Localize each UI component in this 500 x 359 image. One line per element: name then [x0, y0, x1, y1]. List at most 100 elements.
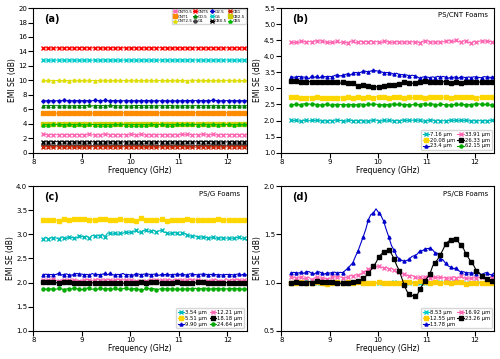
24.64 μm	[226, 286, 232, 291]
20.08 μm	[492, 95, 498, 99]
3.54 μm	[40, 237, 46, 241]
CB1	[164, 145, 170, 149]
9.90 μm	[244, 273, 250, 277]
5.51 μm	[176, 218, 182, 223]
CB2.5	[169, 122, 175, 126]
CB5	[125, 122, 131, 126]
18.18 μm	[174, 280, 180, 285]
3.54 μm	[174, 231, 180, 235]
CNT1	[164, 111, 170, 115]
G0.5	[130, 103, 136, 108]
20.08 μm	[424, 95, 430, 100]
3.54 μm	[166, 232, 172, 236]
3.54 μm	[164, 230, 170, 235]
8.53 μm	[492, 280, 498, 285]
Text: PS/CB Foams: PS/CB Foams	[443, 191, 488, 196]
CB2.5	[166, 122, 172, 126]
Line: CNT5: CNT5	[42, 46, 248, 50]
8.53 μm	[380, 281, 386, 285]
CNT0.5	[223, 132, 229, 137]
CNT5	[40, 46, 46, 50]
G5	[118, 58, 124, 62]
G0.5	[244, 103, 250, 108]
CNT5	[182, 46, 188, 50]
24.64 μm	[244, 287, 250, 291]
12.55 μm	[324, 282, 330, 286]
G1	[40, 143, 46, 148]
33.91 μm	[352, 41, 358, 45]
62.15 μm	[288, 102, 294, 107]
CB2.5	[136, 122, 141, 126]
24.64 μm	[169, 287, 175, 291]
23.4 μm	[306, 76, 312, 81]
CNT1	[223, 111, 229, 115]
CB5	[244, 122, 250, 127]
G0.5	[40, 103, 46, 108]
62.15 μm	[432, 103, 438, 107]
G2.5	[244, 98, 250, 103]
Line: G5: G5	[42, 59, 248, 62]
CB0.5	[226, 140, 232, 144]
33.91 μm	[384, 39, 390, 43]
CNT2.5	[102, 78, 108, 82]
12.55 μm	[424, 280, 430, 285]
CNT1	[130, 111, 136, 115]
12.55 μm	[417, 279, 423, 283]
Line: CB2.5: CB2.5	[42, 122, 248, 126]
G1	[184, 143, 190, 148]
Y-axis label: EMI SE (dB): EMI SE (dB)	[254, 237, 262, 280]
24.64 μm	[166, 286, 172, 291]
13.78 μm	[430, 248, 436, 252]
CNT1	[40, 111, 46, 115]
16.92 μm	[384, 265, 390, 269]
CNT1	[166, 111, 172, 115]
Y-axis label: EMI SE (dB): EMI SE (dB)	[8, 59, 17, 102]
8.53 μm	[412, 280, 418, 285]
CB0.5	[174, 140, 180, 144]
23.26 μm	[492, 280, 498, 284]
20.08 μm	[412, 95, 418, 99]
G1	[166, 143, 172, 148]
20.08 μm	[432, 95, 438, 99]
23.4 μm	[417, 76, 423, 80]
26.33 μm	[412, 81, 418, 85]
G5	[176, 58, 182, 62]
Line: 33.91 μm: 33.91 μm	[290, 39, 496, 45]
Line: 3.54 μm: 3.54 μm	[42, 229, 248, 242]
26.33 μm	[466, 79, 471, 83]
Line: CB1: CB1	[42, 145, 248, 149]
18.18 μm	[187, 280, 193, 284]
62.15 μm	[334, 103, 340, 107]
CB2.5	[76, 122, 82, 126]
13.78 μm	[288, 271, 294, 275]
Line: CNT2.5: CNT2.5	[42, 79, 248, 82]
18.18 μm	[164, 281, 170, 285]
CB5	[48, 122, 54, 127]
7.16 μm	[458, 118, 464, 122]
23.26 μm	[430, 264, 436, 268]
23.4 μm	[492, 75, 498, 79]
Text: PS/G Foams: PS/G Foams	[199, 191, 240, 196]
26.33 μm	[430, 79, 436, 84]
7.16 μm	[430, 118, 436, 122]
12.21 μm	[161, 278, 167, 283]
Line: 13.78 μm: 13.78 μm	[290, 207, 496, 276]
33.91 μm	[474, 40, 480, 45]
G1	[130, 143, 136, 147]
Line: 12.21 μm: 12.21 μm	[42, 277, 248, 283]
12.55 μm	[474, 281, 480, 285]
CB2.5	[40, 122, 46, 126]
7.16 μm	[288, 118, 294, 122]
5.51 μm	[226, 218, 232, 222]
CB0.5	[164, 140, 170, 144]
CB0.5	[184, 139, 190, 144]
CNT2.5	[244, 78, 250, 83]
CB5	[176, 122, 182, 127]
62.15 μm	[301, 102, 307, 106]
24.64 μm	[78, 288, 84, 292]
20.08 μm	[414, 94, 420, 99]
18.18 μm	[97, 281, 103, 286]
CNT5	[220, 46, 226, 50]
5.51 μm	[130, 218, 136, 222]
9.90 μm	[107, 271, 113, 275]
